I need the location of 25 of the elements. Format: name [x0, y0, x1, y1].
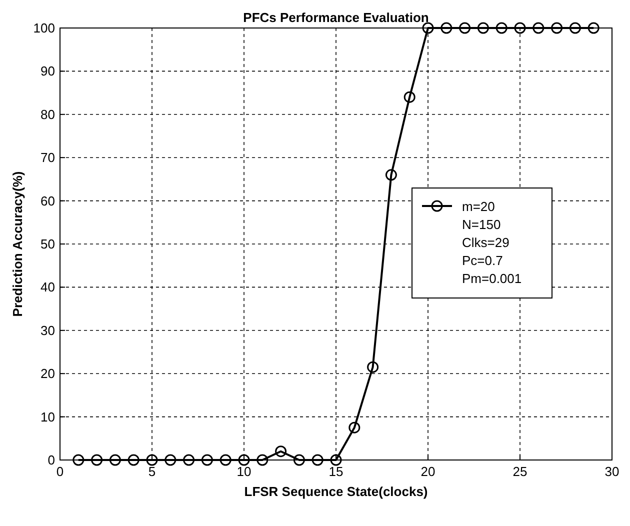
x-axis-title: LFSR Sequence State(clocks) — [244, 484, 428, 499]
x-tick-label: 5 — [148, 464, 156, 479]
y-tick-label: 60 — [40, 193, 55, 208]
annotation: Pc=0.7 — [462, 253, 503, 268]
x-tick-label: 20 — [420, 464, 436, 479]
y-tick-label: 50 — [40, 236, 55, 252]
x-tick-label: 25 — [512, 464, 528, 479]
y-tick-label: 40 — [40, 280, 55, 295]
legend-label: m=20 — [462, 199, 495, 214]
annotation: Clks=29 — [462, 235, 510, 250]
chart-title: PFCs Performance Evaluation — [243, 10, 429, 25]
y-tick-label: 100 — [33, 20, 55, 36]
annotation: N=150 — [462, 217, 501, 232]
annotation: Pm=0.001 — [462, 271, 522, 286]
y-tick-label: 10 — [40, 409, 55, 424]
y-tick-label: 20 — [40, 366, 55, 382]
y-tick-label: 90 — [40, 64, 55, 79]
y-tick-label: 70 — [40, 150, 55, 166]
y-tick-label: 0 — [48, 452, 55, 468]
x-tick-label: 15 — [328, 464, 344, 479]
y-tick-label: 80 — [40, 106, 55, 122]
y-axis-title: Prediction Accuracy(%) — [10, 171, 25, 317]
x-tick-label: 10 — [236, 464, 252, 479]
x-tick-label: 30 — [604, 464, 620, 479]
y-tick-label: 30 — [40, 322, 55, 338]
